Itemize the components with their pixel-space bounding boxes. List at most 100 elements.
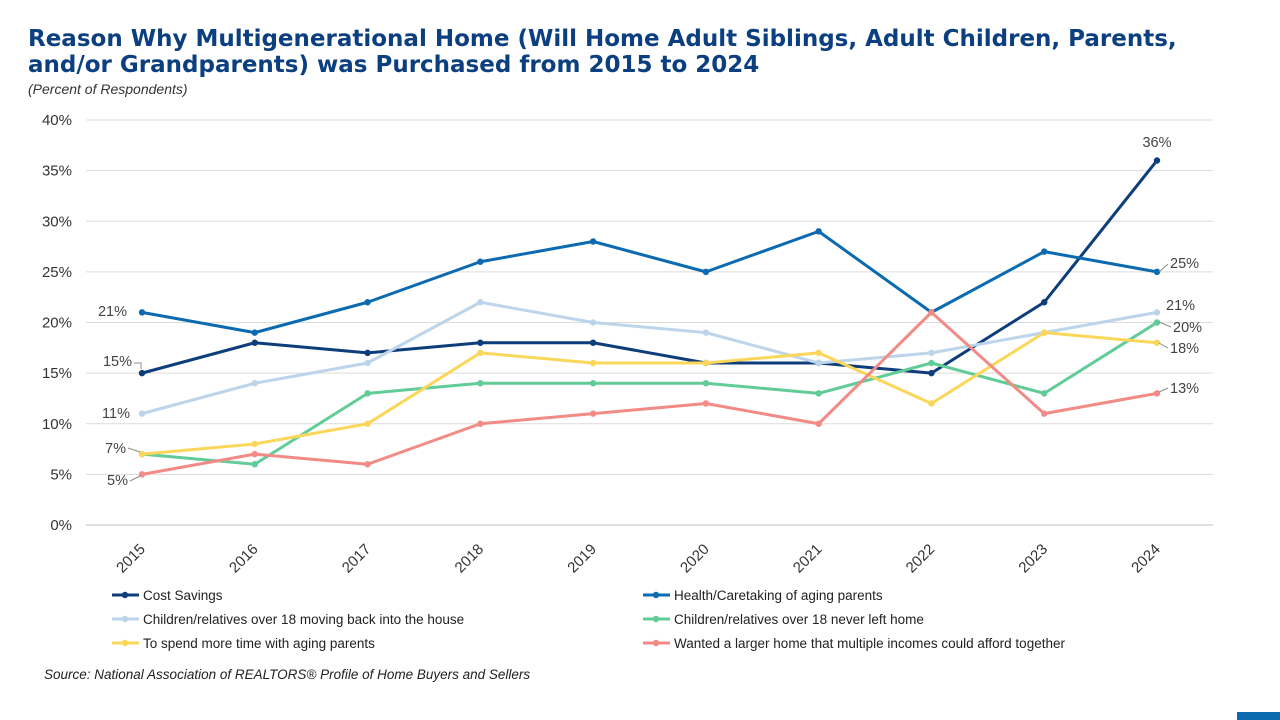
data-point <box>1041 410 1048 417</box>
data-point <box>702 329 710 336</box>
y-tick-label: 20% <box>42 315 72 332</box>
legend-swatch-marker <box>652 615 660 623</box>
start-value-label: 7% <box>105 441 126 457</box>
data-point <box>1153 157 1161 164</box>
data-point <box>589 238 597 245</box>
legend-swatch-marker <box>652 639 660 647</box>
data-point <box>1041 390 1048 397</box>
start-value-label: 11% <box>102 406 130 422</box>
series-5 <box>138 329 1161 458</box>
data-point <box>138 309 146 316</box>
data-point <box>477 349 484 357</box>
data-point <box>477 258 484 265</box>
data-point <box>702 268 710 276</box>
data-point <box>251 329 258 336</box>
data-point <box>589 359 597 367</box>
legend-item: Children/relatives over 18 moving back i… <box>112 612 464 627</box>
y-tick-label: 5% <box>50 466 72 483</box>
legend-item: Children/relatives over 18 never left ho… <box>643 612 924 627</box>
x-tick-label: 2019 <box>564 541 600 577</box>
data-point <box>928 359 935 367</box>
end-value-label: 25% <box>1170 256 1199 272</box>
data-point <box>138 450 146 458</box>
legend-swatch-marker <box>652 591 660 599</box>
start-value-label: 5% <box>107 473 128 489</box>
data-point <box>364 461 371 468</box>
x-tick-label: 2023 <box>1015 541 1051 577</box>
series-3 <box>138 299 1161 417</box>
chart-subtitle: (Percent of Respondents) <box>28 81 188 97</box>
legend-swatch-marker <box>121 591 129 599</box>
chart-title: Reason Why Multigenerational Home (Will … <box>28 26 1177 78</box>
start-value-label: 15% <box>103 354 132 370</box>
x-axis: 2015 2016 2017 2018 2019 2020 2021 2022 2023 2024 <box>113 541 1164 577</box>
data-point <box>1041 329 1048 336</box>
leader-line <box>134 362 142 369</box>
data-point <box>702 400 710 407</box>
leader-line <box>1158 387 1169 393</box>
y-tick-label: 25% <box>42 264 72 281</box>
x-tick-label: 2017 <box>339 541 375 577</box>
data-point <box>589 339 597 346</box>
data-point <box>1153 319 1161 326</box>
data-point <box>251 461 258 468</box>
legend-item: Cost Savings <box>112 588 223 603</box>
legend-label: Health/Caretaking of aging parents <box>674 588 883 603</box>
data-point <box>928 400 935 407</box>
x-tick-label: 2018 <box>452 541 488 577</box>
data-point <box>364 390 371 397</box>
data-point <box>138 410 146 417</box>
legend: Cost Savings Health/Caretaking of aging p… <box>112 588 1065 651</box>
start-value-label: 21% <box>98 304 127 320</box>
x-tick-label: 2021 <box>790 541 826 577</box>
series-line <box>140 331 1159 456</box>
end-value-label: 18% <box>1170 341 1199 357</box>
x-tick-label: 2024 <box>1128 541 1164 577</box>
leader-line <box>129 475 141 482</box>
leader-line <box>127 447 141 453</box>
series-line <box>140 310 1159 476</box>
data-point <box>702 380 710 387</box>
y-tick-label: 40% <box>42 112 72 129</box>
legend-item: Wanted a larger home that multiple incom… <box>643 636 1065 651</box>
series-layer <box>138 157 1161 478</box>
series-2 <box>138 228 1161 336</box>
data-point <box>138 471 146 478</box>
leader-line <box>1158 342 1169 349</box>
corner-accent-bar <box>1237 712 1280 720</box>
data-point <box>928 349 935 357</box>
series-line <box>140 229 1159 335</box>
legend-label: Wanted a larger home that multiple incom… <box>674 636 1065 651</box>
legend-swatch-marker <box>121 639 129 647</box>
data-point <box>477 420 484 427</box>
y-tick-label: 35% <box>42 163 72 180</box>
y-tick-label: 15% <box>42 365 72 382</box>
data-point <box>589 410 597 417</box>
data-point <box>251 339 258 346</box>
data-point <box>815 390 822 397</box>
data-point <box>1041 299 1048 306</box>
grid-lines <box>86 119 1213 526</box>
end-value-label: 13% <box>1170 381 1199 397</box>
series-line <box>140 321 1159 466</box>
legend-label: Cost Savings <box>143 588 223 603</box>
data-point <box>251 380 258 387</box>
legend-item: To spend more time with aging parents <box>112 636 375 651</box>
data-point <box>815 420 822 427</box>
data-point <box>1153 268 1161 276</box>
series-6 <box>138 309 1161 478</box>
data-point <box>1153 309 1161 316</box>
x-tick-label: 2015 <box>113 541 149 577</box>
legend-item: Health/Caretaking of aging parents <box>643 588 883 603</box>
data-point <box>1041 248 1048 255</box>
data-point <box>815 359 822 367</box>
data-point <box>928 309 935 316</box>
data-point <box>815 349 822 357</box>
legend-label: To spend more time with aging parents <box>143 636 375 651</box>
source-note: Source: National Association of REALTORS… <box>44 667 531 682</box>
x-tick-label: 2020 <box>677 541 713 577</box>
end-value-label: 36% <box>1142 135 1171 151</box>
x-tick-label: 2016 <box>226 541 262 577</box>
data-point <box>477 299 484 306</box>
data-point <box>251 450 258 458</box>
